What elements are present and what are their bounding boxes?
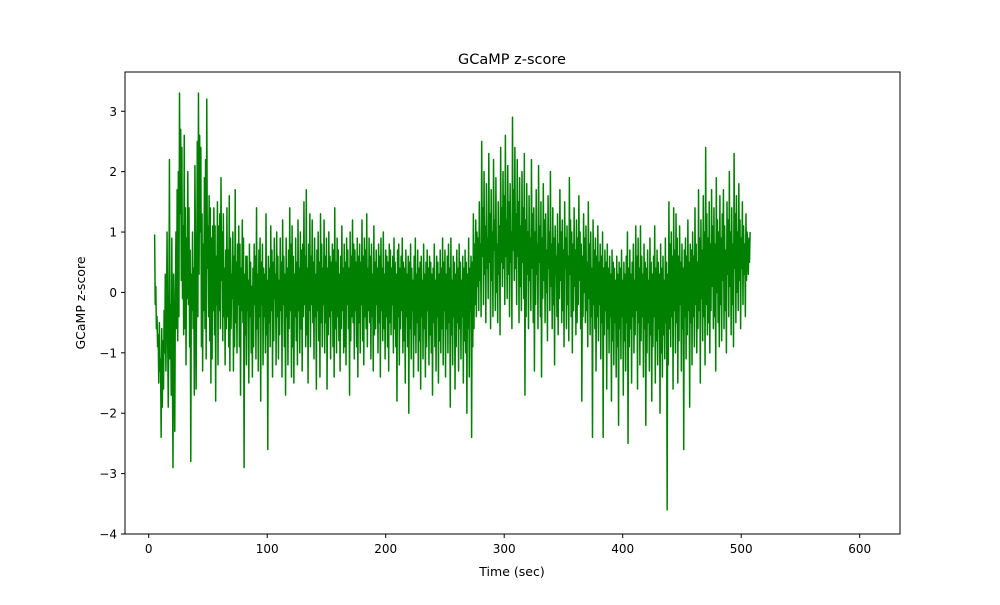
series-line-0 bbox=[153, 92, 751, 511]
y-axis-ticks: −4 −3 −2 −1 0 1 2 3 bbox=[99, 105, 125, 542]
x-tick-label: 400 bbox=[611, 542, 634, 556]
axes-frame bbox=[124, 71, 901, 535]
x-tick-label: 500 bbox=[730, 542, 753, 556]
y-axis-label: GCaMP z-score bbox=[73, 256, 88, 349]
y-tick-label: 2 bbox=[109, 165, 117, 179]
y-tick-label: −1 bbox=[99, 346, 117, 360]
x-axis-ticks: 0 100 200 300 400 500 600 bbox=[145, 534, 871, 556]
x-tick-label: 600 bbox=[848, 542, 871, 556]
y-tick-label: −3 bbox=[99, 467, 117, 481]
x-tick-label: 300 bbox=[493, 542, 516, 556]
x-tick-label: 100 bbox=[256, 542, 279, 556]
x-axis-label: Time (sec) bbox=[478, 564, 544, 579]
y-tick-label: 3 bbox=[109, 105, 117, 119]
y-tick-label: −4 bbox=[99, 528, 117, 542]
y-tick-label: 1 bbox=[109, 226, 117, 240]
y-tick-label: 0 bbox=[109, 286, 117, 300]
x-tick-label: 0 bbox=[145, 542, 153, 556]
plot-area bbox=[153, 92, 751, 511]
chart-title: GCaMP z-score bbox=[458, 52, 566, 68]
x-tick-label: 200 bbox=[374, 542, 397, 556]
y-tick-label: −2 bbox=[99, 407, 117, 421]
